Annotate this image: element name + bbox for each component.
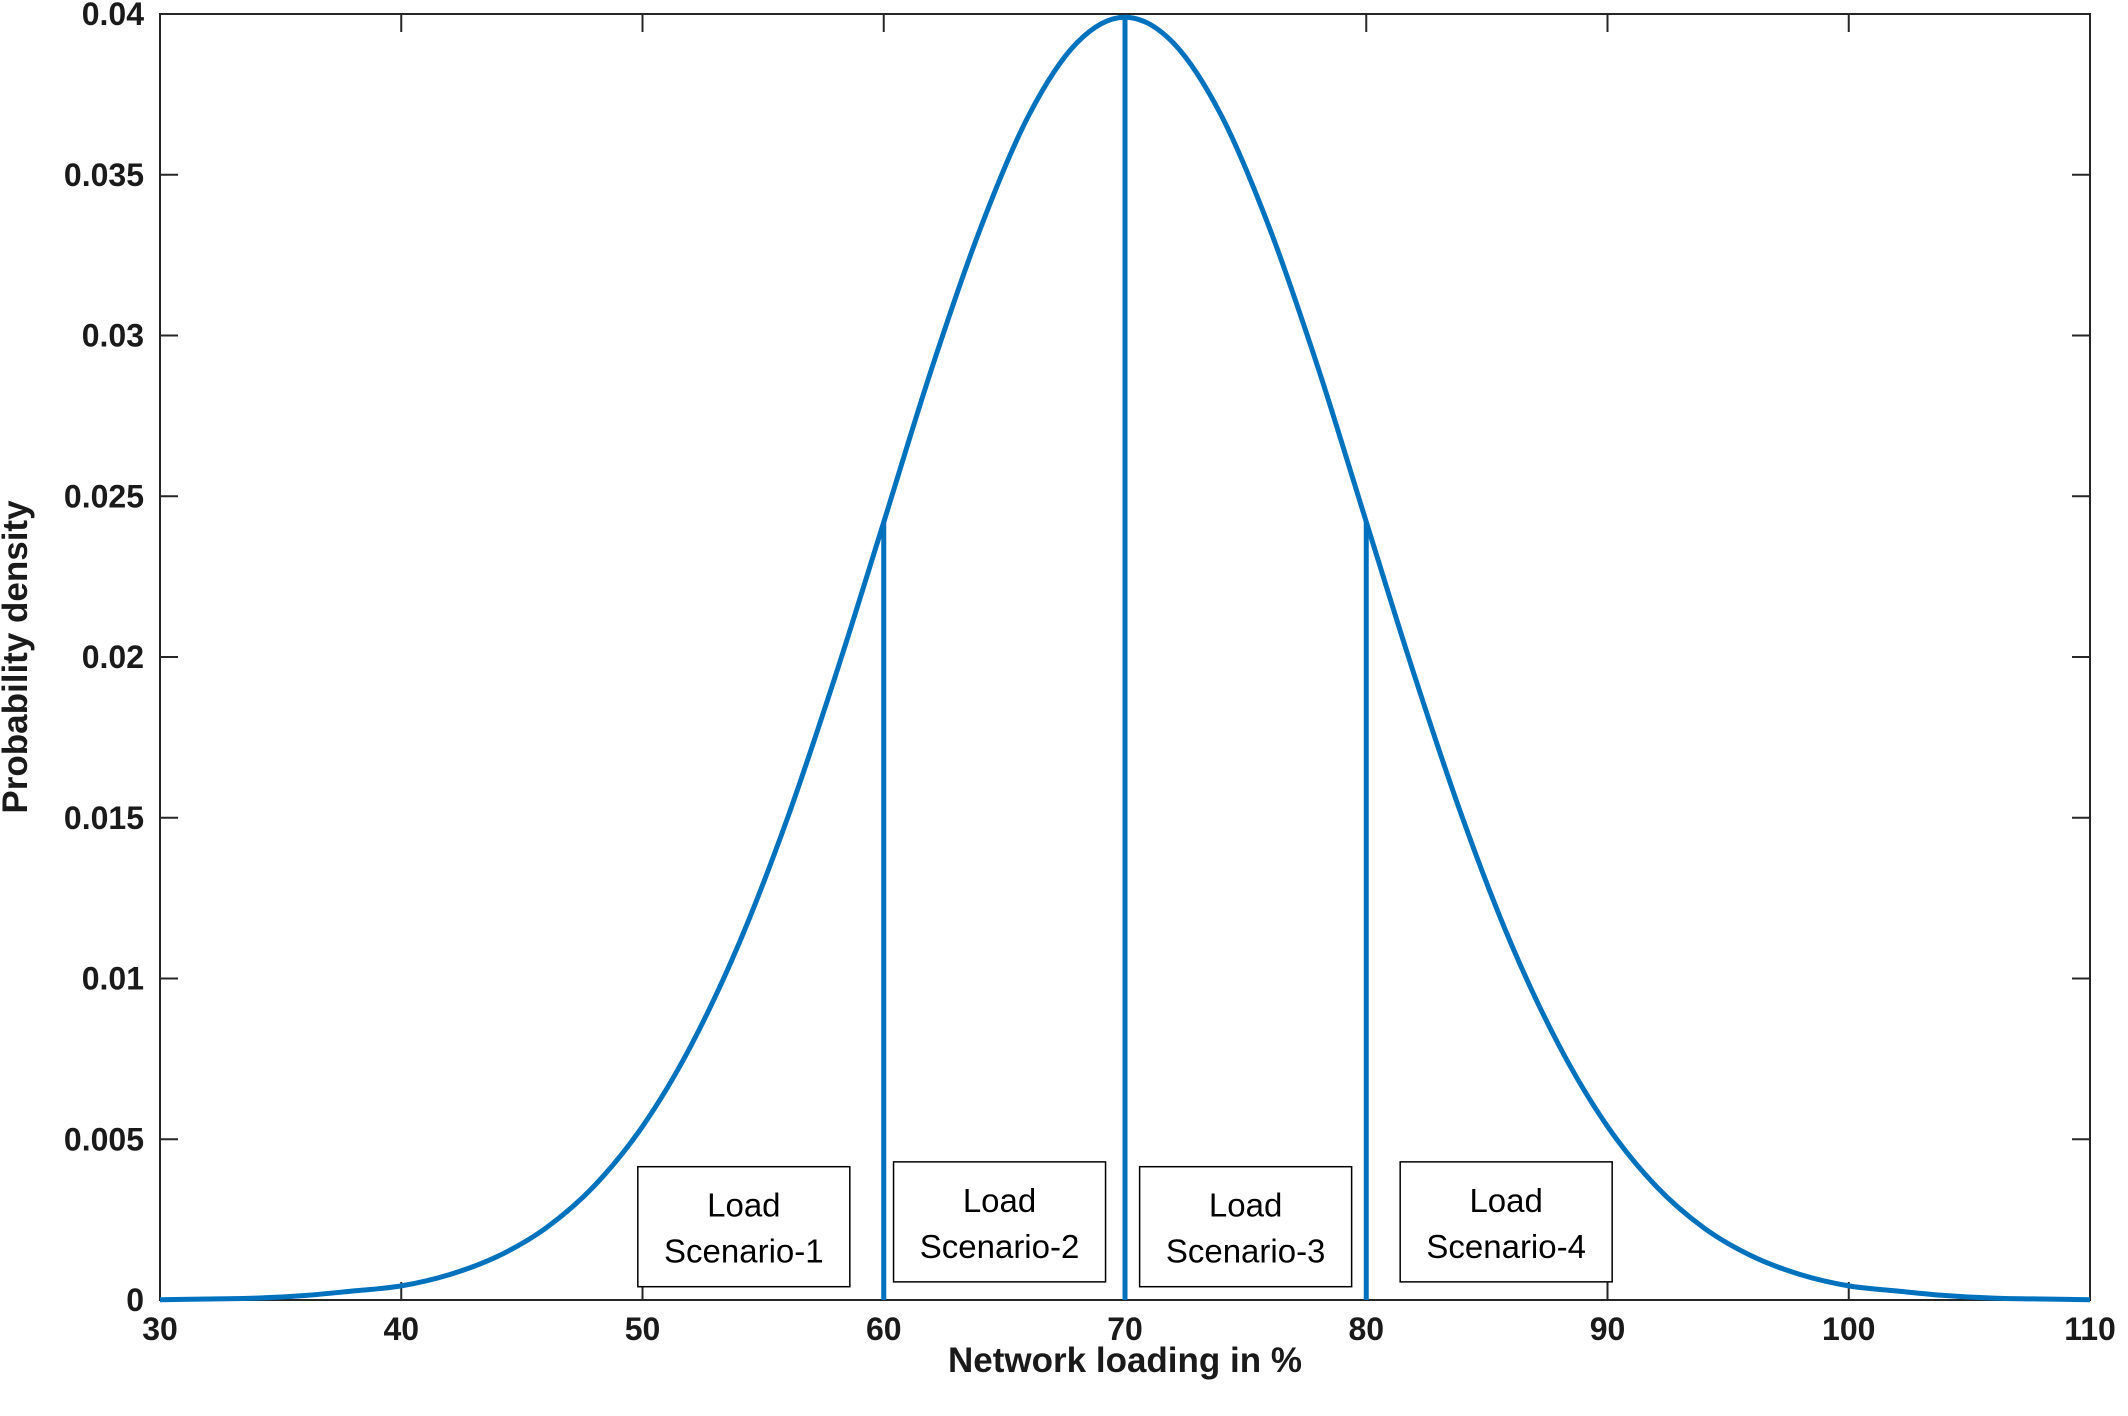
y-tick-label: 0.035 <box>64 157 144 193</box>
annotation-frame <box>637 1165 851 1288</box>
annotation-frame <box>892 1161 1107 1283</box>
x-axis-title: Network loading in % <box>948 1341 1302 1380</box>
x-tick-label: 60 <box>866 1311 902 1347</box>
annotation-line-2: Scenario-3 <box>1166 1233 1326 1270</box>
x-tick-label: 80 <box>1348 1311 1384 1347</box>
annotation-line-2: Scenario-1 <box>664 1233 824 1270</box>
scenario-annotations: Load Scenario-1 Load Scenario-2 Load Scenario… <box>637 1161 1613 1288</box>
annotation-line-1: Load <box>963 1182 1036 1219</box>
y-tick-labels: 0 0.005 0.01 0.015 0.02 0.025 0.03 0.035 0.04 <box>64 0 144 1318</box>
x-tick-label: 50 <box>625 1311 661 1347</box>
y-tick-label: 0.025 <box>64 478 144 514</box>
x-tick-labels: 30 40 50 60 70 80 90 100 110 <box>142 1311 2116 1347</box>
y-tick-label: 0.015 <box>64 800 144 836</box>
y-tick-label: 0.005 <box>64 1121 144 1157</box>
scenario-annotation-box: Load Scenario-3 <box>1138 1165 1353 1288</box>
annotation-line-2: Scenario-4 <box>1426 1228 1586 1265</box>
annotation-line-2: Scenario-2 <box>920 1228 1080 1265</box>
scenario-annotation-box: Load Scenario-2 <box>892 1161 1107 1283</box>
y-tick-label: 0.02 <box>82 639 144 675</box>
annotation-frame <box>1399 1161 1613 1283</box>
density-curve-line <box>159 14 2091 1303</box>
scenario-boundary-lines <box>881 17 1369 1300</box>
x-tick-label: 90 <box>1590 1311 1626 1347</box>
annotation-line-1: Load <box>707 1187 780 1224</box>
x-tick-label: 40 <box>383 1311 419 1347</box>
annotation-line-1: Load <box>1469 1182 1542 1219</box>
scenario-annotation-box: Load Scenario-1 <box>637 1165 851 1288</box>
y-tick-label: 0.04 <box>82 0 144 32</box>
annotation-frame <box>1138 1165 1353 1288</box>
y-tick-label: 0 <box>126 1282 144 1318</box>
series-layer <box>159 14 2091 1303</box>
scenario-annotation-box: Load Scenario-4 <box>1399 1161 1613 1283</box>
y-axis-title: Probability density <box>0 500 35 814</box>
x-tick-label: 70 <box>1107 1311 1143 1347</box>
y-tick-label: 0.03 <box>82 318 144 354</box>
x-tick-label: 30 <box>142 1311 178 1347</box>
x-tick-label: 110 <box>2064 1311 2116 1347</box>
y-tick-label: 0.01 <box>82 961 144 997</box>
annotation-line-1: Load <box>1209 1187 1282 1224</box>
x-tick-label: 100 <box>1822 1311 1875 1347</box>
